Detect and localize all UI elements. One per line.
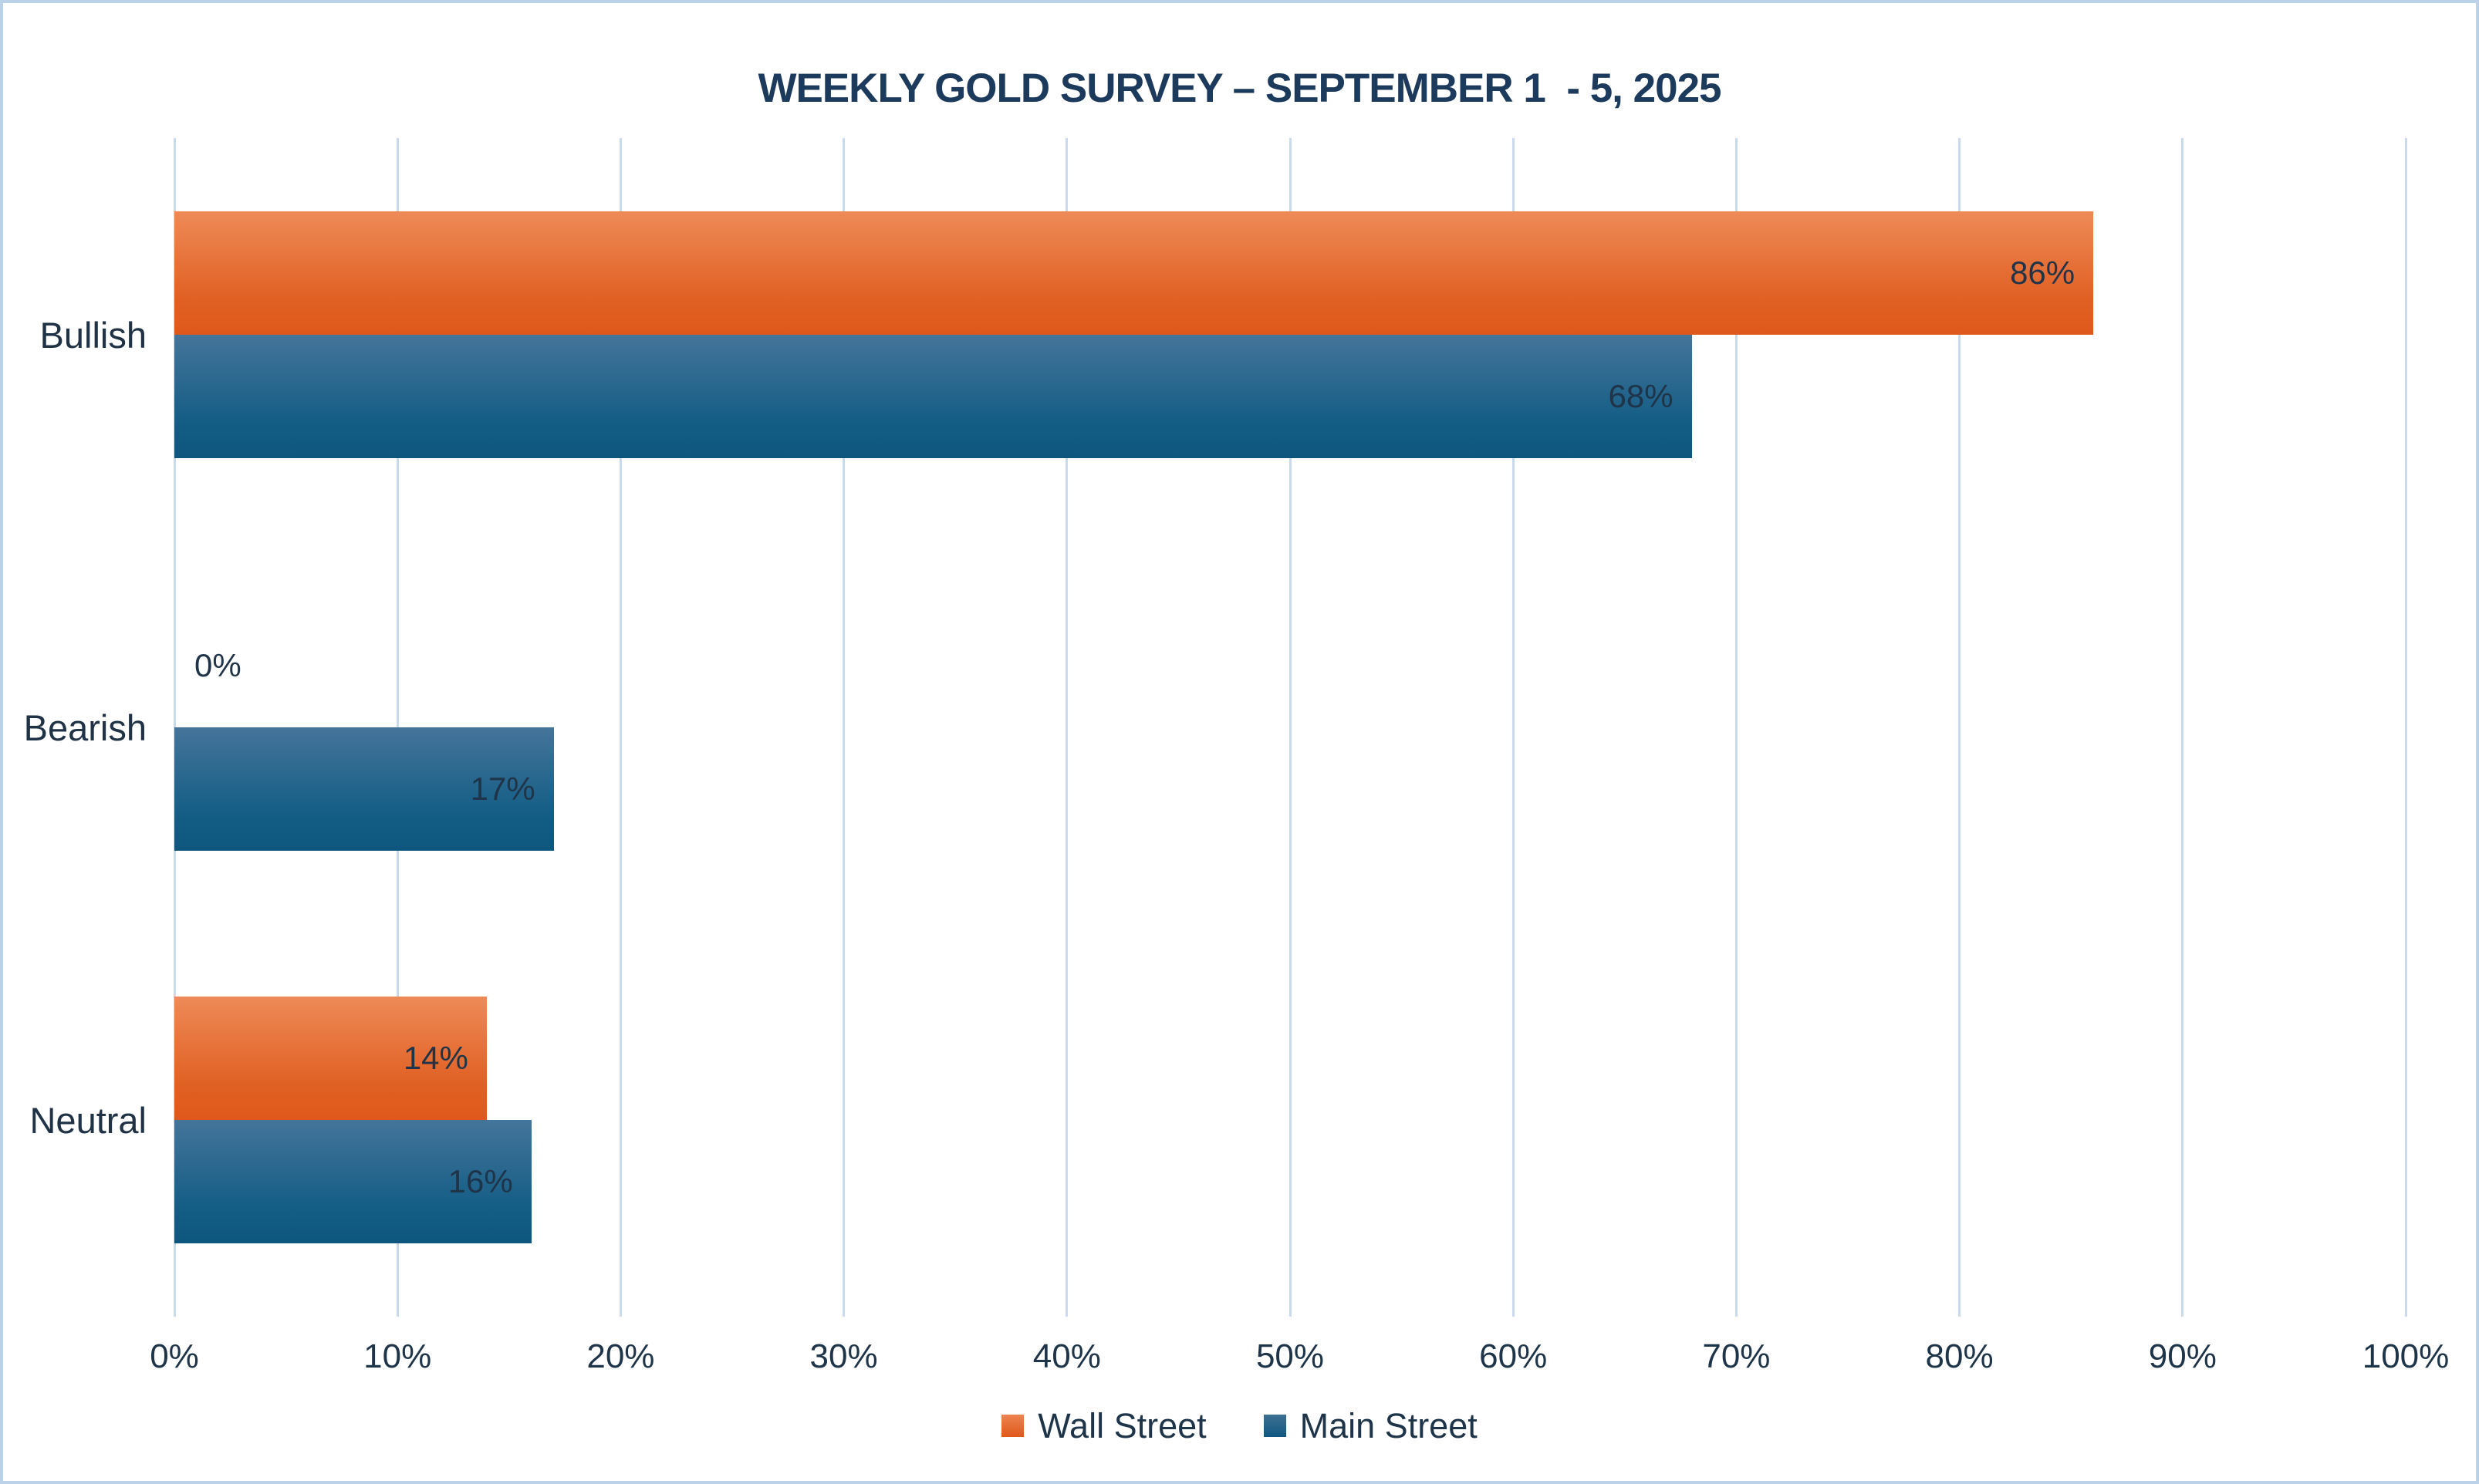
gridline-50- xyxy=(1288,138,1292,1317)
bar-bearish-main-street xyxy=(174,727,554,851)
legend-label-wall-street: Wall Street xyxy=(1038,1406,1207,1445)
legend-swatch-wall-street xyxy=(1001,1415,1025,1437)
legend-swatch-main-street xyxy=(1263,1415,1286,1437)
gridline-80- xyxy=(1958,138,1961,1317)
gridline-70- xyxy=(1734,138,1738,1317)
x-tick-label-60-: 60% xyxy=(1479,1337,1548,1375)
plot-area: 86% 68% 0% 17% 14% 16% xyxy=(173,138,2407,1317)
chart-title: WEEKLY GOLD SURVEY – SEPTEMBER 1 - 5, 20… xyxy=(758,66,1721,111)
legend-label-main-street: Main Street xyxy=(1299,1406,1478,1445)
x-tick-label-30-: 30% xyxy=(809,1337,878,1375)
x-tick-label-40-: 40% xyxy=(1032,1337,1101,1375)
legend: Wall Street Main Street xyxy=(3,1408,2476,1443)
x-tick-label-70-: 70% xyxy=(1702,1337,1771,1375)
category-label-neutral: Neutral xyxy=(29,1100,147,1142)
bar-value-label-bullish-wall-street: 86% xyxy=(2010,254,2075,291)
bar-bullish-wall-street xyxy=(174,211,2094,335)
gridline-90- xyxy=(2181,138,2184,1317)
bar-value-label-neutral-main-street: 16% xyxy=(448,1163,513,1200)
x-tick-label-100-: 100% xyxy=(2362,1337,2450,1375)
bar-value-label-bearish-wall-street: 0% xyxy=(194,647,241,683)
gridline-20- xyxy=(619,138,622,1317)
x-tick-label-20-: 20% xyxy=(586,1337,655,1375)
bar-value-label-neutral-wall-street: 14% xyxy=(403,1040,468,1077)
bar-neutral-wall-street xyxy=(174,997,487,1121)
bar-value-label-bearish-main-street: 17% xyxy=(470,771,535,807)
category-label-bullish: Bullish xyxy=(39,314,147,356)
x-tick-label-50-: 50% xyxy=(1255,1337,1325,1375)
bar-neutral-main-street xyxy=(174,1120,532,1244)
legend-item-main-street: Main Street xyxy=(1263,1406,1478,1445)
legend-item-wall-street: Wall Street xyxy=(1001,1406,1207,1445)
gridline-60- xyxy=(1511,138,1515,1317)
x-tick-label-10-: 10% xyxy=(363,1337,432,1375)
x-tick-label-0-: 0% xyxy=(150,1337,199,1375)
x-tick-label-80-: 80% xyxy=(1925,1337,1994,1375)
gridline-40- xyxy=(1066,138,1069,1317)
gridline-100- xyxy=(2404,138,2407,1317)
x-tick-label-90-: 90% xyxy=(2148,1337,2217,1375)
category-label-bearish: Bearish xyxy=(23,707,147,748)
bar-bullish-main-street xyxy=(174,334,1692,458)
gridline-30- xyxy=(843,138,846,1317)
bar-value-label-bullish-main-street: 68% xyxy=(1608,377,1673,414)
